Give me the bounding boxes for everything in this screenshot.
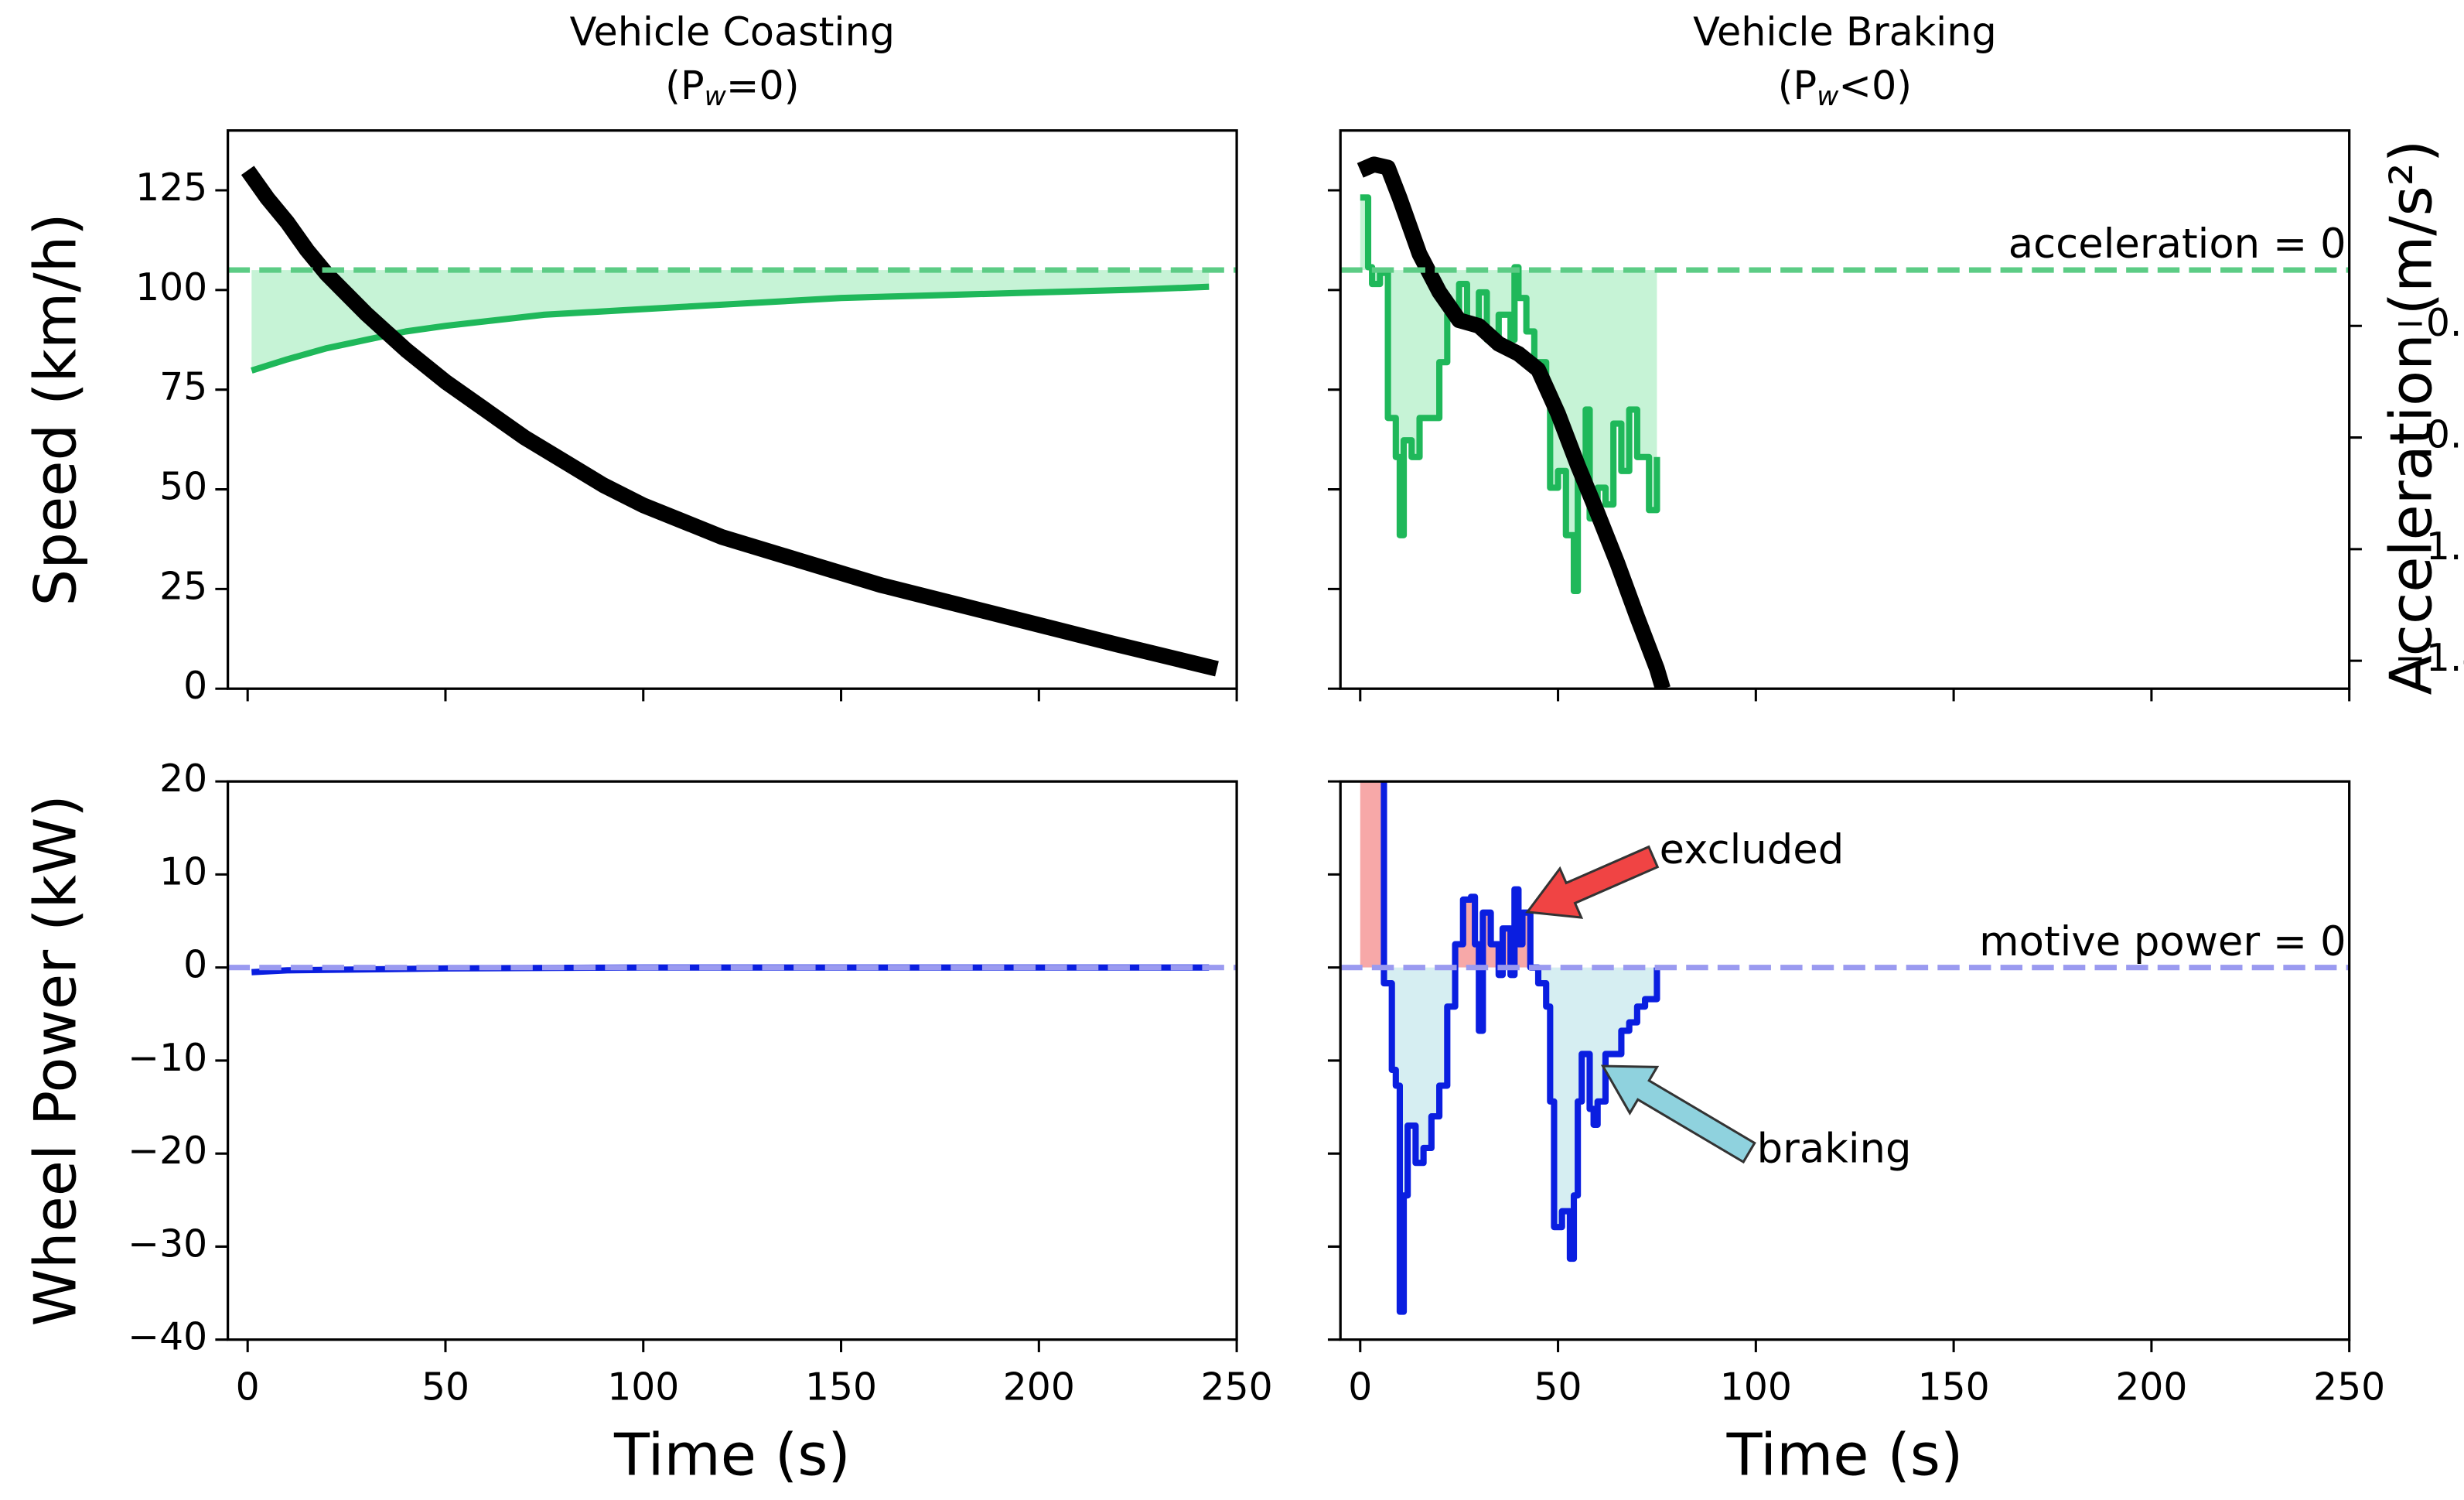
y2-tick-label: −1.0 <box>2394 524 2464 569</box>
x-tick-label: 100 <box>1720 1365 1792 1409</box>
x-tick-label: 250 <box>2313 1365 2385 1409</box>
y-tick-label: 0 <box>183 943 207 987</box>
subtitle-part: w <box>1817 81 1839 112</box>
annotation-label: excluded <box>1660 826 1845 873</box>
x-tick-label: 0 <box>236 1365 260 1409</box>
reference-label: acceleration = 0 <box>2008 220 2346 268</box>
y-tick-label: 0 <box>183 664 207 708</box>
panel-subtitle: (Pw=0) <box>665 63 799 112</box>
x-tick-label: 50 <box>421 1365 469 1409</box>
y2-tick-label: −1.4 <box>2394 636 2464 680</box>
panel-subtitle: (Pw<0) <box>1778 63 1912 112</box>
axes-frame <box>226 129 1238 690</box>
plot-area <box>1357 156 1671 689</box>
fill-area <box>251 270 1210 371</box>
annotation-arrow <box>1525 845 1660 919</box>
data-line <box>1357 156 1671 689</box>
subtitle-part: <0) <box>1838 63 1912 108</box>
x-tick-label: 0 <box>1348 1365 1372 1409</box>
y-tick-label: 10 <box>159 849 207 894</box>
y-axis-label: Speed (km/h) <box>22 213 90 606</box>
data-line <box>1360 194 1660 595</box>
annotation-arrow <box>1600 1064 1756 1164</box>
y-axis-label: Wheel Power (kW) <box>22 794 90 1326</box>
x-tick-label: 50 <box>1534 1365 1582 1409</box>
panel-title: Vehicle Coasting <box>570 9 895 55</box>
subtitle-part: (P <box>665 63 704 108</box>
subtitle-part: w <box>705 81 727 112</box>
x-tick-label: 250 <box>1201 1365 1273 1409</box>
annotation-label: braking <box>1757 1125 1912 1172</box>
data-line <box>251 283 1210 374</box>
y2-axis-label: Acceleration (m/s²) <box>2377 140 2445 695</box>
plot-area <box>241 166 1219 677</box>
subtitle-part: (P <box>1778 63 1817 108</box>
subtitle-part: =0) <box>726 63 800 108</box>
y-tick-label: −20 <box>128 1129 207 1173</box>
data-line <box>1380 781 1660 1315</box>
axes-frame <box>1339 780 2351 1341</box>
plot-area <box>1360 781 1660 1315</box>
y-tick-label: 20 <box>159 757 207 801</box>
data-line <box>241 166 1219 677</box>
y-tick-label: −10 <box>128 1036 207 1080</box>
y-tick-label: 50 <box>159 465 207 509</box>
y-tick-label: 125 <box>135 166 207 210</box>
axes-frame <box>226 780 1238 1341</box>
x-tick-label: 200 <box>2115 1365 2187 1409</box>
reference-label: motive power = 0 <box>1979 918 2346 965</box>
y-tick-label: 75 <box>159 365 207 409</box>
axes-frame <box>1339 129 2351 690</box>
y-tick-label: 25 <box>159 564 207 608</box>
x-tick-label: 150 <box>1918 1365 1990 1409</box>
x-tick-label: 150 <box>805 1365 877 1409</box>
y2-tick-label: −0.2 <box>2394 301 2464 345</box>
y-tick-label: −40 <box>128 1315 207 1359</box>
y-tick-label: −30 <box>128 1222 207 1266</box>
y2-tick-label: −0.6 <box>2394 413 2464 457</box>
panel-title: Vehicle Braking <box>1693 9 1997 55</box>
x-tick-label: 200 <box>1003 1365 1075 1409</box>
x-axis-label: Time (s) <box>613 1421 851 1489</box>
x-axis-label: Time (s) <box>1726 1421 1964 1489</box>
x-tick-label: 100 <box>607 1365 679 1409</box>
y-tick-label: 100 <box>135 265 207 309</box>
